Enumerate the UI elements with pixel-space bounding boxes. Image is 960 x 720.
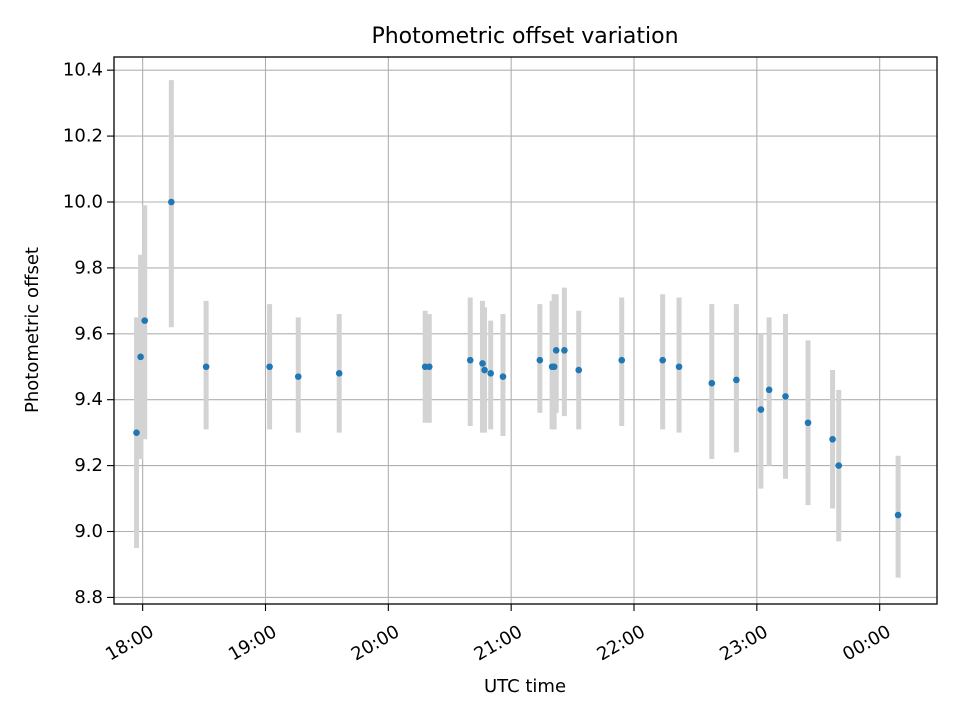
y-tick-label: 9.8 — [74, 257, 103, 278]
data-point — [481, 366, 488, 374]
data-point — [550, 363, 558, 371]
data-point — [575, 366, 583, 374]
data-points — [133, 198, 902, 519]
grid-lines — [114, 57, 937, 604]
data-point — [294, 373, 302, 380]
data-point — [618, 356, 626, 364]
data-point — [487, 370, 494, 377]
data-point — [536, 356, 544, 364]
data-point — [137, 353, 144, 361]
data-point — [804, 419, 812, 427]
y-tick-label: 9.4 — [74, 389, 103, 410]
data-point — [733, 376, 740, 384]
data-point — [499, 373, 507, 380]
data-point — [479, 360, 486, 367]
data-point — [335, 370, 343, 377]
data-point — [202, 363, 210, 371]
data-point — [168, 198, 175, 206]
data-point — [561, 346, 568, 354]
data-point — [835, 462, 843, 469]
y-tick-label: 9.2 — [74, 455, 103, 476]
y-tick-label: 10.4 — [63, 60, 103, 81]
data-point — [757, 406, 765, 413]
data-point — [266, 363, 273, 371]
y-tick-label: 9.6 — [74, 323, 103, 344]
y-tick-label: 9.0 — [74, 521, 103, 542]
data-point — [141, 317, 149, 324]
plot-frame — [113, 56, 938, 605]
data-point — [708, 379, 716, 387]
data-point — [782, 393, 789, 400]
data-point — [466, 356, 474, 364]
y-tick-label: 10.0 — [63, 191, 103, 212]
data-point — [425, 363, 433, 371]
y-tick-label: 8.8 — [74, 587, 103, 608]
y-axis-ticks: 8.8 9.0 9.2 9.4 9.6 9.8 10.0 10.2 10.4 — [63, 60, 114, 608]
data-point — [765, 386, 773, 394]
data-point — [133, 429, 140, 436]
data-point — [829, 435, 836, 443]
data-point — [552, 346, 560, 354]
data-point — [659, 356, 666, 364]
y-axis-label: Photometric offset — [22, 247, 43, 413]
chart-title: Photometric offset variation — [371, 24, 678, 49]
y-tick-label: 10.2 — [63, 126, 103, 147]
data-point — [675, 363, 683, 371]
data-point — [894, 511, 902, 519]
x-axis-label: UTC time — [484, 676, 566, 697]
